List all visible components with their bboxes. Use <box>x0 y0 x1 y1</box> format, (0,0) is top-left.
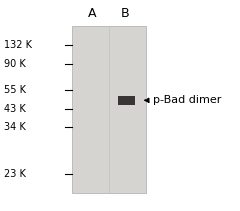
Text: 43 K: 43 K <box>4 104 25 114</box>
Bar <box>118 96 135 105</box>
Bar <box>72 26 146 193</box>
Text: 132 K: 132 K <box>4 40 32 50</box>
Text: 55 K: 55 K <box>4 85 26 95</box>
Text: 23 K: 23 K <box>4 169 26 179</box>
Text: B: B <box>121 7 130 20</box>
Text: 34 K: 34 K <box>4 122 25 132</box>
Text: p-Bad dimer: p-Bad dimer <box>153 95 222 105</box>
Text: A: A <box>88 7 97 20</box>
Text: 90 K: 90 K <box>4 59 25 69</box>
